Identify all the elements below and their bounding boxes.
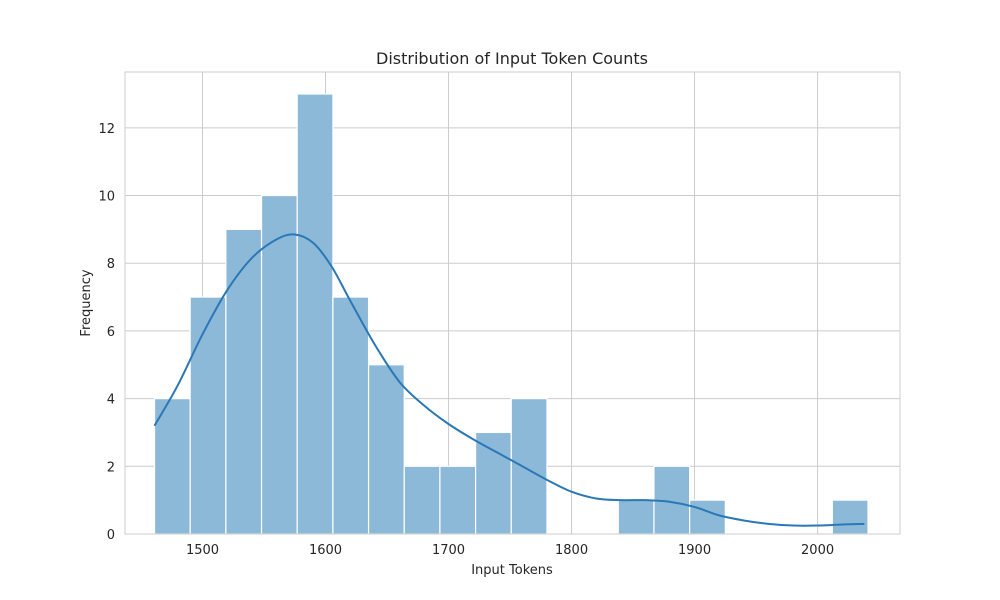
y-axis-ticks: 0 2 4 6 8 10 12 — [98, 122, 115, 543]
histogram-bar — [474, 431, 512, 535]
y-tick-label: 6 — [107, 325, 115, 340]
y-tick-label: 10 — [98, 190, 115, 205]
histogram-bar — [617, 499, 655, 535]
x-tick-label: 1900 — [678, 543, 711, 558]
y-tick-label: 12 — [98, 122, 115, 137]
histogram-bar — [403, 465, 441, 535]
chart-title: Distribution of Input Token Counts — [376, 49, 648, 68]
x-tick-label: 2000 — [801, 543, 834, 558]
x-tick-label: 1600 — [309, 543, 342, 558]
histogram-bar — [153, 398, 191, 535]
y-tick-label: 8 — [107, 257, 115, 272]
x-axis-ticks: 1500 1600 1700 1800 1900 2000 — [186, 543, 834, 558]
histogram-bar — [296, 93, 334, 535]
y-tick-label: 2 — [107, 460, 115, 475]
histogram-bars — [153, 93, 869, 535]
x-axis-label: Input Tokens — [471, 563, 553, 578]
x-tick-label: 1700 — [432, 543, 465, 558]
histogram-bar — [689, 499, 726, 535]
y-axis-label: Frequency — [79, 269, 94, 336]
x-tick-label: 1800 — [555, 543, 588, 558]
kde-curve — [153, 233, 865, 527]
histogram-bar — [332, 296, 370, 535]
histogram-bar — [439, 465, 477, 535]
histogram-bar — [367, 364, 405, 535]
histogram-bar — [831, 499, 869, 535]
histogram-bar — [189, 296, 227, 535]
y-tick-label: 0 — [107, 528, 115, 543]
histogram-bar — [225, 228, 263, 535]
y-tick-label: 4 — [107, 393, 115, 408]
histogram-bar — [510, 398, 548, 535]
x-tick-label: 1500 — [186, 543, 219, 558]
plot-frame — [124, 71, 901, 535]
